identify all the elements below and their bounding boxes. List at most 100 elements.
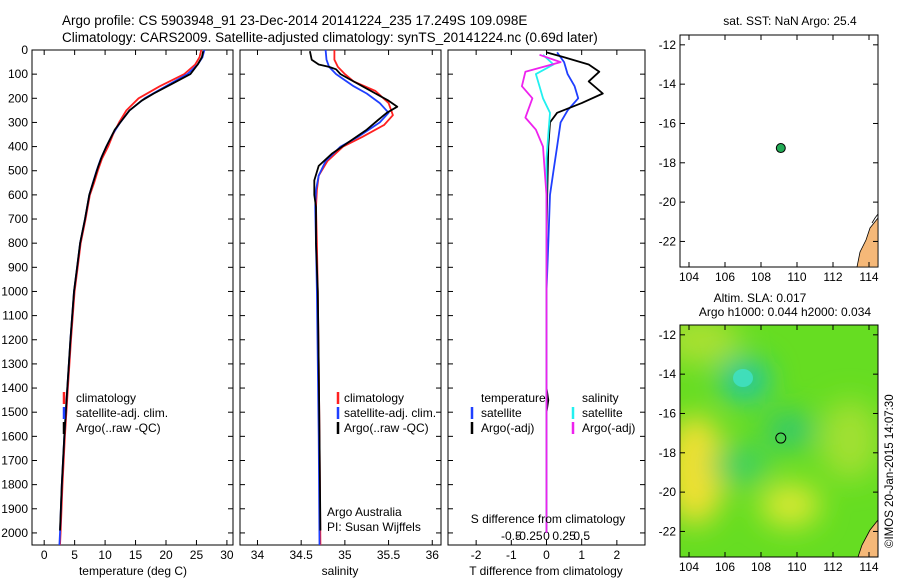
x-tick-label: 35 <box>338 548 352 562</box>
depth-tick-label: 1400 <box>1 381 28 395</box>
depth-tick-label: 400 <box>8 140 28 154</box>
lon-tick-label: 112 <box>823 270 842 284</box>
lon-tick-label: 110 <box>787 560 806 574</box>
header-title-line2: Climatology: CARS2009. Satellite-adjuste… <box>62 30 598 45</box>
sla-map-frame <box>679 324 879 558</box>
legend-s-satellite-label: satellite <box>582 406 623 420</box>
lon-tick-label: 114 <box>859 560 878 574</box>
temperature-legend: climatology satellite-adj. clim. Argo(..… <box>62 391 168 435</box>
lon-tick-label: 110 <box>787 270 806 284</box>
legend-t-argo-label: Argo(-adj) <box>481 421 534 435</box>
sst-map-plot: 104 106 108 110 112 114 -12 -14 -16 -18 -20 -22 <box>659 35 879 284</box>
lon-tick-label: 106 <box>715 270 735 284</box>
series-line-satellite <box>58 49 206 546</box>
lat-tick-label: -16 <box>659 406 677 420</box>
lat-tick-label: -18 <box>659 446 677 460</box>
legend-argo-label: Argo(..raw -QC) <box>344 421 429 435</box>
legend-t-satellite-label: satellite <box>481 406 522 420</box>
x-tick-label: 0 <box>41 548 48 562</box>
lon-tick-label: 114 <box>859 270 878 284</box>
sla-map-title-line2: Argo h1000: 0.044 h2000: 0.034 <box>699 305 871 319</box>
x-tick-label: 1 <box>578 548 585 562</box>
difference-plot: -2 -1 0 1 2 -0.5-0.25 0 0.250.5 <box>448 49 645 562</box>
series-line-t-argo <box>545 51 604 533</box>
header-title-line1: Argo profile: CS 5903948_91 23-Dec-2014 … <box>62 13 527 28</box>
temperature-axis-label: temperature (deg C) <box>79 564 187 578</box>
s-tick-label: -0.5 <box>501 529 522 543</box>
lat-tick-label: -14 <box>659 367 677 381</box>
depth-tick-label: 1600 <box>1 429 28 443</box>
depth-tick-label: 300 <box>8 115 28 129</box>
lon-tick-label: 108 <box>751 560 771 574</box>
argo-position-marker <box>775 432 787 444</box>
series-line-t-satellite <box>545 51 580 533</box>
x-tick-label: 35.5 <box>377 548 401 562</box>
legend-climatology-label: climatology <box>76 391 136 405</box>
credit-argo-australia: Argo Australia <box>327 505 402 519</box>
x-tick-label: 10 <box>98 548 112 562</box>
depth-tick-label: 800 <box>8 236 28 250</box>
lat-tick-label: -12 <box>659 38 677 52</box>
sla-warm-patch-east <box>820 400 878 480</box>
x-tick-label: 5 <box>71 548 78 562</box>
depth-tick-label: 1500 <box>1 405 28 419</box>
sst-map-coastline-detail <box>871 213 878 224</box>
lat-tick-label: -12 <box>659 328 677 342</box>
depth-tick-label: 1000 <box>1 284 28 298</box>
series-line-satellite <box>314 49 390 546</box>
depth-tick-label: 700 <box>8 212 28 226</box>
depth-tick-label: 1700 <box>1 453 28 467</box>
legend-satellite-label: satellite-adj. clim. <box>344 406 436 420</box>
x-tick-label: 34 <box>251 548 265 562</box>
x-tick-label: 36 <box>426 548 440 562</box>
difference-legend-salinity: salinity satellite Argo(-adj) <box>571 391 635 435</box>
lon-tick-label: 112 <box>823 560 842 574</box>
depth-tick-label: 0 <box>21 43 28 57</box>
depth-tick-label: 100 <box>8 67 28 81</box>
sla-eddy-core <box>733 369 753 387</box>
series-line-s-argo <box>521 53 562 533</box>
depth-tick-label: 1900 <box>1 502 28 516</box>
x-tick-label: 15 <box>129 548 143 562</box>
t-difference-axis-label: T difference from climatology <box>469 564 623 578</box>
legend-argo-label: Argo(..raw -QC) <box>76 421 161 435</box>
x-tick-label: -2 <box>471 548 482 562</box>
lon-tick-label: 104 <box>679 270 699 284</box>
sla-heatmap <box>680 325 878 557</box>
sst-map-coastline <box>856 217 878 267</box>
depth-tick-label: 600 <box>8 188 28 202</box>
legend-satellite-label: satellite-adj. clim. <box>76 406 168 420</box>
sst-map-title: sat. SST: NaN Argo: 25.4 <box>723 14 857 28</box>
lat-tick-label: -22 <box>659 234 677 248</box>
lat-tick-label: -22 <box>659 524 677 538</box>
imos-credit: ©IMOS 20-Jan-2015 14:07:30 <box>884 394 896 548</box>
depth-tick-label: 900 <box>8 260 28 274</box>
lat-tick-label: -20 <box>659 195 677 209</box>
depth-tick-label: 2000 <box>1 526 28 540</box>
x-tick-label: 25 <box>190 548 204 562</box>
salinity-panel-frame <box>239 49 442 546</box>
series-line-argo <box>59 51 205 531</box>
series-line-s-satellite <box>535 54 555 533</box>
temperature-panel-frame <box>31 49 234 546</box>
lat-tick-label: -16 <box>659 116 677 130</box>
legend-temperature-title: temperature <box>481 391 546 405</box>
sla-cool-patch <box>765 412 815 448</box>
legend-s-argo-label: Argo(-adj) <box>582 421 635 435</box>
difference-legend-temperature: temperature satellite Argo(-adj) <box>470 391 546 435</box>
x-tick-label: 30 <box>220 548 234 562</box>
lat-tick-label: -20 <box>659 485 677 499</box>
lat-tick-label: -14 <box>659 77 677 91</box>
s-tick-label: 0 <box>543 529 550 543</box>
depth-tick-label: 200 <box>8 91 28 105</box>
legend-salinity-title: salinity <box>582 391 619 405</box>
depth-tick-label: 500 <box>8 164 28 178</box>
depth-tick-label: 1200 <box>1 333 28 347</box>
x-tick-label: 20 <box>159 548 173 562</box>
x-tick-label: -1 <box>506 548 517 562</box>
sla-warm-patch-nw <box>680 325 740 365</box>
sla-warm-patch-west <box>680 415 725 525</box>
depth-tick-label: 1300 <box>1 357 28 371</box>
